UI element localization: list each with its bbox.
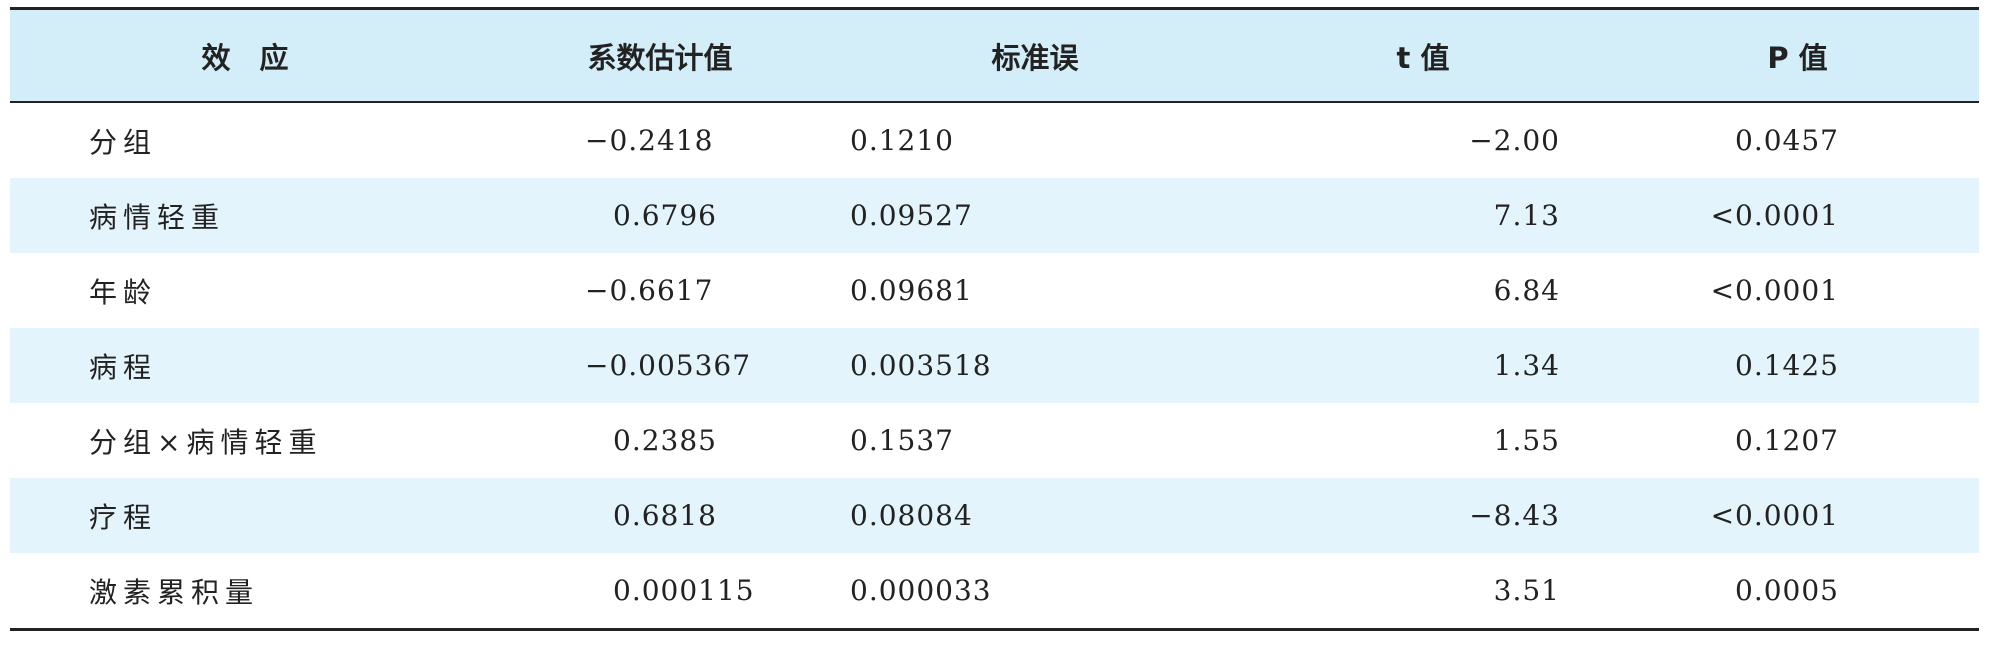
- cell-value: 0.6818: [613, 499, 717, 532]
- table-cell: 病情轻重: [10, 178, 480, 253]
- table-cell: 0.0457: [1735, 124, 1839, 157]
- table-cell: 0.0005: [1735, 574, 1839, 607]
- cell-value: 0.09527: [850, 199, 973, 232]
- table-cell: 0.6818: [480, 478, 840, 553]
- table-cell: 0.1207: [1735, 424, 1839, 457]
- table-cell: <0.0001: [1616, 478, 1979, 553]
- table-cell: 0.000115: [480, 553, 840, 630]
- table-row: 分组 −0.2418 0.1210 −2.00 0.0457: [10, 102, 1979, 178]
- header-cell: t 值: [1230, 8, 1616, 103]
- table-cell: 0.000033: [840, 553, 1230, 630]
- table-cell: 0.09681: [840, 253, 1230, 328]
- table-cell: 分组: [89, 125, 158, 159]
- cell-value: 0.08084: [850, 499, 973, 532]
- header-cell: 标准误: [840, 8, 1230, 103]
- table-body: 分组 −0.2418 0.1210 −2.00 0.0457 病情轻重 0.6796 0.09…: [10, 102, 1979, 630]
- table-cell: 疗程: [10, 478, 480, 553]
- table-cell: 1.34: [1230, 328, 1616, 403]
- table-cell: −2.00: [1469, 124, 1560, 157]
- table-cell: 3.51: [1493, 574, 1560, 607]
- table-cell: −0.6617: [480, 253, 840, 328]
- cell-value: 0.003518: [850, 349, 992, 382]
- cell-value: 0.2385: [613, 424, 717, 457]
- table-cell: <0.0001: [1710, 274, 1839, 307]
- table-cell: 0.09527: [840, 178, 1230, 253]
- table-cell: −0.2418: [480, 102, 840, 178]
- table-row: 分组×病情轻重 0.2385 0.1537 1.55 0.1207: [10, 403, 1979, 478]
- table-cell: 0.1537: [840, 403, 1230, 478]
- cell-value: 0.000033: [850, 574, 992, 607]
- table-cell: 1.55: [1493, 424, 1560, 457]
- table-row: 疗程 0.6818 0.08084 −8.43 <0.0001: [10, 478, 1979, 553]
- cell-value: −0.2418: [585, 124, 714, 157]
- table-cell: <0.0001: [1616, 178, 1979, 253]
- table-cell: 年龄: [89, 275, 158, 309]
- table-cell: 0.003518: [840, 328, 1230, 403]
- table-row: 年龄 −0.6617 0.09681 6.84 <0.0001: [10, 253, 1979, 328]
- table-cell: 0.6796: [480, 178, 840, 253]
- table-cell: 7.13: [1230, 178, 1616, 253]
- header-cell: 系数估计值: [480, 8, 840, 103]
- table-cell: 分组×病情轻重: [89, 425, 323, 459]
- table-cell: 0.1210: [840, 102, 1230, 178]
- header-cell: P 值: [1616, 8, 1979, 103]
- table-row: 激素累积量 0.000115 0.000033 3.51 0.0005: [10, 553, 1979, 630]
- cell-value: 0.1537: [850, 424, 954, 457]
- cell-value: −0.005367: [585, 349, 752, 382]
- cell-value: −0.6617: [585, 274, 714, 307]
- table-cell: 0.2385: [480, 403, 840, 478]
- table-cell: 0.1425: [1616, 328, 1979, 403]
- cell-value: 0.6796: [613, 199, 717, 232]
- header-cell: 效 应: [10, 8, 480, 103]
- table-row: 病程 −0.005367 0.003518 1.34 0.1425: [10, 328, 1979, 403]
- table-row: 病情轻重 0.6796 0.09527 7.13 <0.0001: [10, 178, 1979, 253]
- table-cell: 病程: [10, 328, 480, 403]
- table-cell: 6.84: [1493, 274, 1560, 307]
- table-cell: −8.43: [1230, 478, 1616, 553]
- table-cell: 0.08084: [840, 478, 1230, 553]
- cell-value: 0.000115: [613, 574, 755, 607]
- cell-value: 0.1210: [850, 124, 954, 157]
- table-cell: 激素累积量: [89, 575, 260, 609]
- cell-value: 0.09681: [850, 274, 973, 307]
- table-cell: −0.005367: [480, 328, 840, 403]
